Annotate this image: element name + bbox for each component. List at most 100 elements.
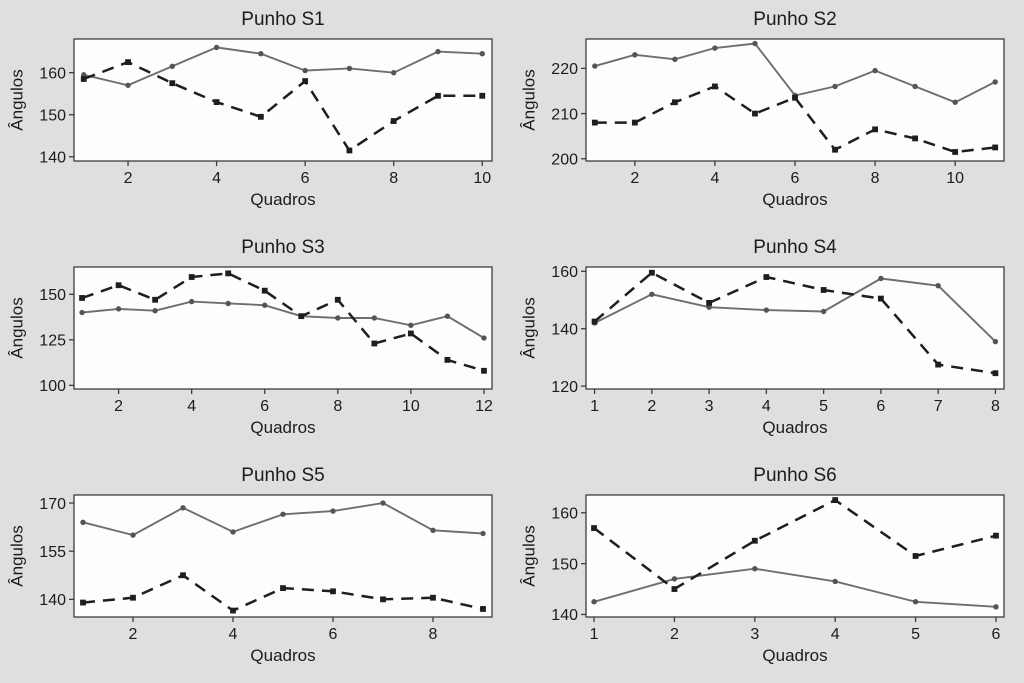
x-tick-label: 6: [791, 170, 800, 187]
circle-marker-icon: [712, 45, 718, 51]
circle-marker-icon: [649, 291, 655, 297]
chart-body: Ângulos 140 155 170 2 4 6 8: [0, 490, 512, 645]
square-marker-icon: [792, 94, 798, 101]
square-marker-icon: [481, 367, 487, 374]
circle-marker-icon: [430, 527, 436, 534]
square-marker-icon: [992, 370, 999, 377]
square-marker-icon: [430, 594, 436, 601]
chart-panel-punho-s6: Punho S6 Ângulos 140 150 160 1 2 3 4 5 6 Quadros: [512, 456, 1024, 683]
plot-area-punho-s3: 100 125 150 2 4 6 8 10 12: [39, 266, 493, 415]
square-marker-icon: [213, 99, 220, 106]
x-axis-label: Quadros: [762, 418, 828, 437]
circle-marker-icon: [592, 63, 598, 69]
circle-marker-icon: [480, 530, 486, 537]
y-tick-label: 150: [551, 556, 578, 573]
y-tick-label: 210: [551, 106, 578, 123]
circle-marker-icon: [230, 529, 236, 535]
square-marker-icon: [152, 296, 159, 303]
chart-body: Ângulos 100 125 150 2 4 6 8 10 12: [0, 262, 512, 417]
x-axis-ticks: 1 2 3 4 5 6: [590, 617, 1001, 643]
x-axis-label: Quadros: [250, 418, 316, 437]
square-marker-icon: [631, 119, 638, 126]
square-marker-icon: [912, 135, 919, 142]
y-tick-label: 125: [39, 333, 66, 350]
x-axis-ticks: 2 4 6 8 10: [630, 161, 964, 187]
y-axis-ticks: 140 150 160: [551, 506, 586, 624]
circle-marker-icon: [152, 308, 158, 314]
x-tick-label: 4: [762, 398, 771, 415]
circle-marker-icon: [125, 82, 131, 88]
series-solid-markers: [79, 298, 487, 341]
x-tick-label: 5: [819, 398, 828, 415]
y-tick-label: 150: [39, 287, 66, 304]
square-marker-icon: [298, 313, 305, 320]
x-tick-label: 6: [301, 170, 310, 187]
x-tick-label: 8: [389, 170, 398, 187]
chart-title: Punho S6: [753, 465, 837, 486]
chart-body: Ângulos 120 140 160 1 2 3 4 5 6 7 8: [512, 262, 1024, 417]
circle-marker-icon: [820, 308, 827, 315]
square-marker-icon: [591, 119, 598, 126]
square-marker-icon: [125, 59, 131, 66]
x-axis-ticks: 2 4 6 8: [129, 617, 438, 643]
y-tick-label: 140: [551, 607, 578, 624]
x-tick-label: 1: [590, 626, 599, 643]
x-tick-label: 2: [630, 170, 639, 187]
square-marker-icon: [257, 113, 264, 120]
square-marker-icon: [261, 287, 268, 294]
series-dashed-line: [593, 498, 997, 591]
x-tick-label: 6: [260, 398, 269, 415]
square-marker-icon: [302, 78, 309, 84]
series-solid-markers: [81, 44, 485, 88]
y-tick-label: 220: [551, 61, 578, 78]
square-marker-icon: [180, 572, 186, 579]
x-tick-label: 4: [831, 626, 840, 643]
square-marker-icon: [480, 606, 486, 612]
series-dashed-line: [593, 271, 996, 375]
square-marker-icon: [280, 585, 286, 592]
y-tick-label: 140: [551, 321, 578, 338]
x-tick-label: 2: [129, 626, 138, 643]
square-marker-icon: [225, 270, 232, 277]
circle-marker-icon: [832, 83, 838, 90]
series-dashed-markers: [80, 572, 486, 614]
square-marker-icon: [671, 586, 678, 592]
square-marker-icon: [877, 295, 884, 302]
circle-marker-icon: [752, 40, 758, 47]
square-marker-icon: [330, 588, 336, 595]
x-tick-label: 5: [911, 626, 920, 643]
circle-marker-icon: [371, 315, 378, 321]
square-marker-icon: [712, 83, 718, 90]
x-tick-label: 4: [212, 170, 221, 187]
x-tick-label: 4: [187, 398, 196, 415]
series-solid-line: [81, 300, 485, 339]
chart-body: Ângulos 140 150 160 2 4 6 8 10: [0, 34, 512, 189]
plot-area-punho-s2: 200 210 220 2 4 6 8 10: [551, 38, 1005, 187]
plot-area-punho-s5: 140 155 170 2 4 6 8: [39, 494, 493, 643]
y-axis-ticks: 100 125 150: [39, 287, 74, 395]
y-axis-label: Ângulos: [520, 297, 539, 359]
y-tick-label: 170: [39, 496, 66, 513]
square-marker-icon: [334, 296, 341, 303]
circle-marker-icon: [408, 322, 414, 328]
plot-area-punho-s6: 140 150 160 1 2 3 4 5 6: [551, 494, 1005, 643]
x-tick-label: 10: [402, 398, 420, 415]
x-tick-label: 10: [946, 170, 964, 187]
y-tick-label: 140: [39, 150, 66, 167]
square-marker-icon: [435, 92, 441, 99]
y-axis-label: Ângulos: [520, 525, 539, 587]
circle-marker-icon: [435, 48, 441, 55]
circle-marker-icon: [992, 79, 998, 85]
square-marker-icon: [80, 76, 87, 82]
circle-marker-icon: [872, 67, 878, 74]
square-marker-icon: [993, 532, 999, 539]
square-marker-icon: [591, 318, 598, 325]
circle-marker-icon: [335, 315, 341, 321]
circle-marker-icon: [632, 52, 638, 58]
circle-marker-icon: [225, 300, 231, 307]
circle-marker-icon: [832, 578, 838, 585]
chart-panel-punho-s4: Punho S4 Ângulos 120 140 160 1 2 3 4 5 6 7 8 Quadr…: [512, 228, 1024, 456]
x-tick-label: 8: [333, 398, 342, 415]
x-tick-label: 2: [647, 398, 656, 415]
plot-area-punho-s4: 120 140 160 1 2 3 4 5 6 7 8: [551, 264, 1005, 415]
